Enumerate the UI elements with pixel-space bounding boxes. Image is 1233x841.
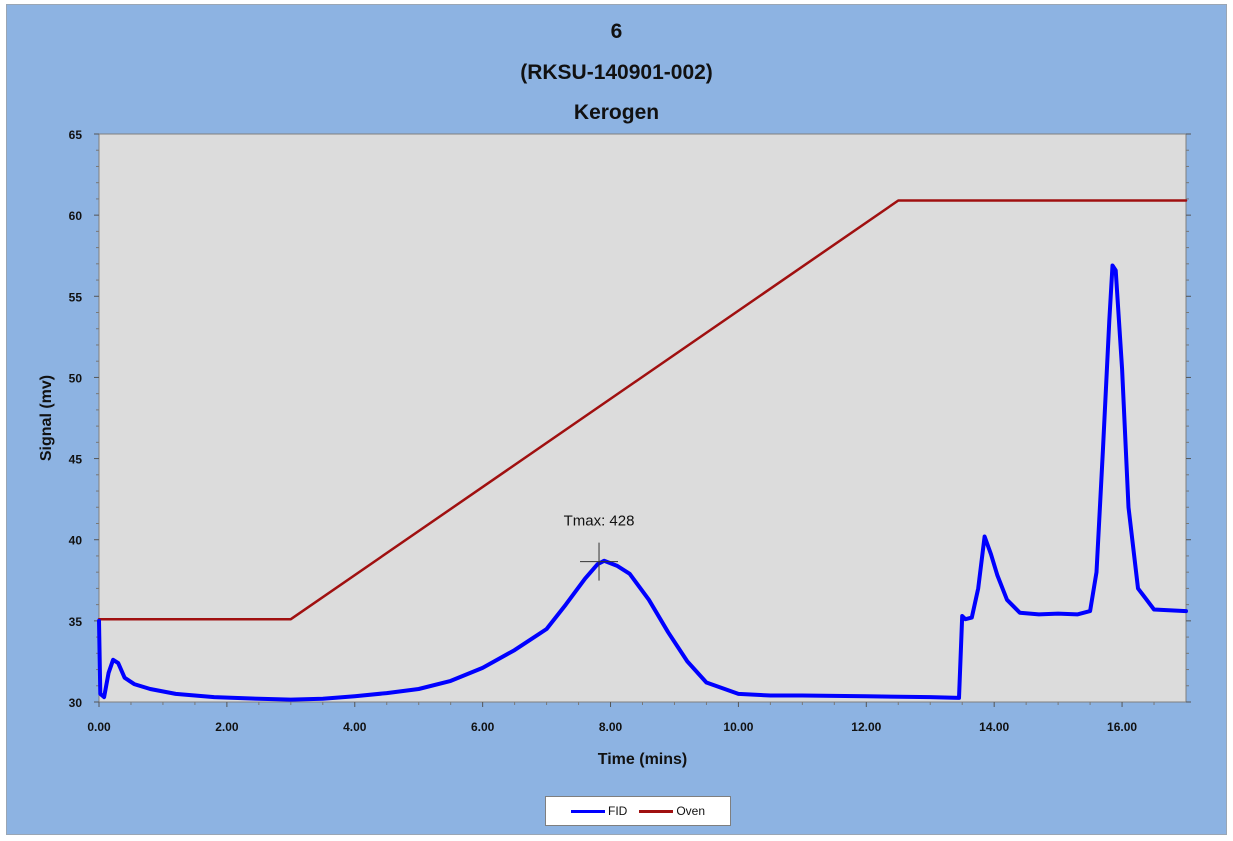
y-axis-title: Signal (mv): [38, 375, 55, 461]
x-tick-label: 2.00: [215, 720, 239, 734]
chart-title-line-1: 6: [610, 20, 623, 43]
x-tick-label: 16.00: [1107, 720, 1137, 734]
axes: 0.00 2.00 4.00 6.00 8.00 10.00 12.00 14.00 16.00…: [69, 128, 1191, 734]
series-line-oven: [97, 199, 1188, 621]
x-axis-title: Time (mins): [598, 751, 688, 768]
legend-item-oven: Oven: [639, 804, 705, 818]
x-tick-label: 12.00: [851, 720, 881, 734]
x-tick-label: 14.00: [979, 720, 1009, 734]
y-tick-label: 45: [69, 453, 83, 467]
y-tick-label: 65: [69, 128, 83, 142]
y-tick-label: 55: [69, 290, 83, 304]
legend-item-fid: FID: [570, 804, 628, 818]
x-tick-label: 4.00: [343, 720, 367, 734]
y-tick-label: 60: [69, 209, 83, 223]
legend-label-fid: FID: [607, 804, 628, 818]
legend-swatch-fid: [570, 809, 605, 813]
x-tick-label: 6.00: [471, 720, 495, 734]
series-line-fid: [97, 263, 1188, 702]
y-tick-label: 30: [69, 696, 83, 710]
series-layer: [97, 199, 1188, 702]
y-tick-label: 35: [69, 615, 83, 629]
y-tick-label: 40: [69, 534, 83, 548]
y-tick-label: 50: [69, 371, 83, 385]
x-tick-label: 8.00: [599, 720, 623, 734]
chart-title-line-2: (RKSU-140901-002): [520, 61, 713, 84]
chart-title-line-3: Kerogen: [573, 101, 660, 124]
tmax-label: Tmax: 428: [564, 513, 635, 530]
legend: FID Oven: [545, 796, 731, 826]
plot-area: [98, 133, 1187, 703]
legend-label-oven: Oven: [676, 804, 706, 818]
x-tick-label: 0.00: [87, 720, 111, 734]
legend-swatch-oven: [639, 809, 674, 813]
x-tick-label: 10.00: [723, 720, 753, 734]
annotation-layer: Tmax: 428: [564, 513, 635, 581]
